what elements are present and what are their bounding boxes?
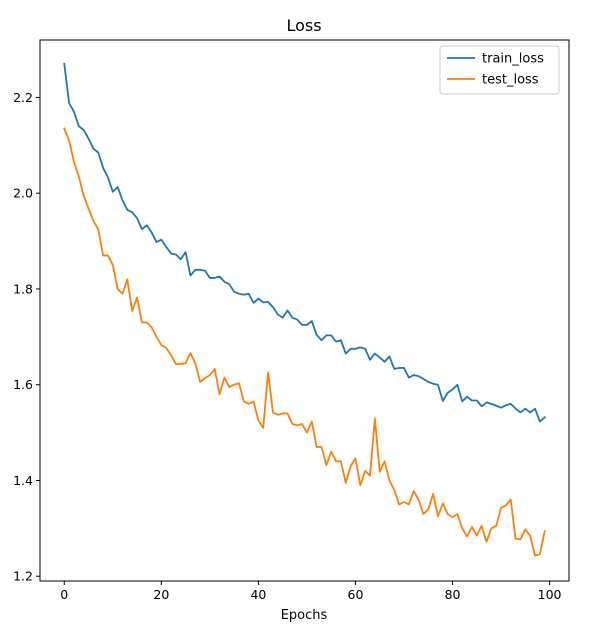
legend-label-train-loss: train_loss — [482, 52, 544, 67]
x-axis-title: Epochs — [281, 608, 328, 623]
x-tick-label: 40 — [250, 587, 266, 602]
series-line-test-loss — [63, 127, 546, 557]
y-tick-label: 1.4 — [13, 473, 33, 488]
x-tick-label: 60 — [348, 587, 364, 602]
series-line-train-loss — [63, 62, 547, 423]
y-tick-label: 2.2 — [13, 90, 33, 105]
y-tick-label: 1.6 — [13, 377, 33, 392]
x-tick-label: 80 — [445, 587, 461, 602]
x-tick-label: 20 — [153, 587, 169, 602]
plot-area: 0 20 40 60 80 100 1.2 1.4 1.6 1.8 2.0 2.2 — [13, 39, 570, 602]
legend: train_loss test_loss — [439, 45, 560, 95]
y-tick-label: 1.8 — [13, 281, 33, 296]
plot-frame — [39, 39, 570, 582]
x-tick-label: 100 — [538, 587, 562, 602]
legend-label-test-loss: test_loss — [482, 73, 539, 88]
y-tick-label: 1.2 — [13, 569, 33, 584]
chart-title: Loss — [286, 16, 321, 35]
y-tick-label: 2.0 — [13, 186, 33, 201]
x-tick-label: 0 — [60, 587, 68, 602]
